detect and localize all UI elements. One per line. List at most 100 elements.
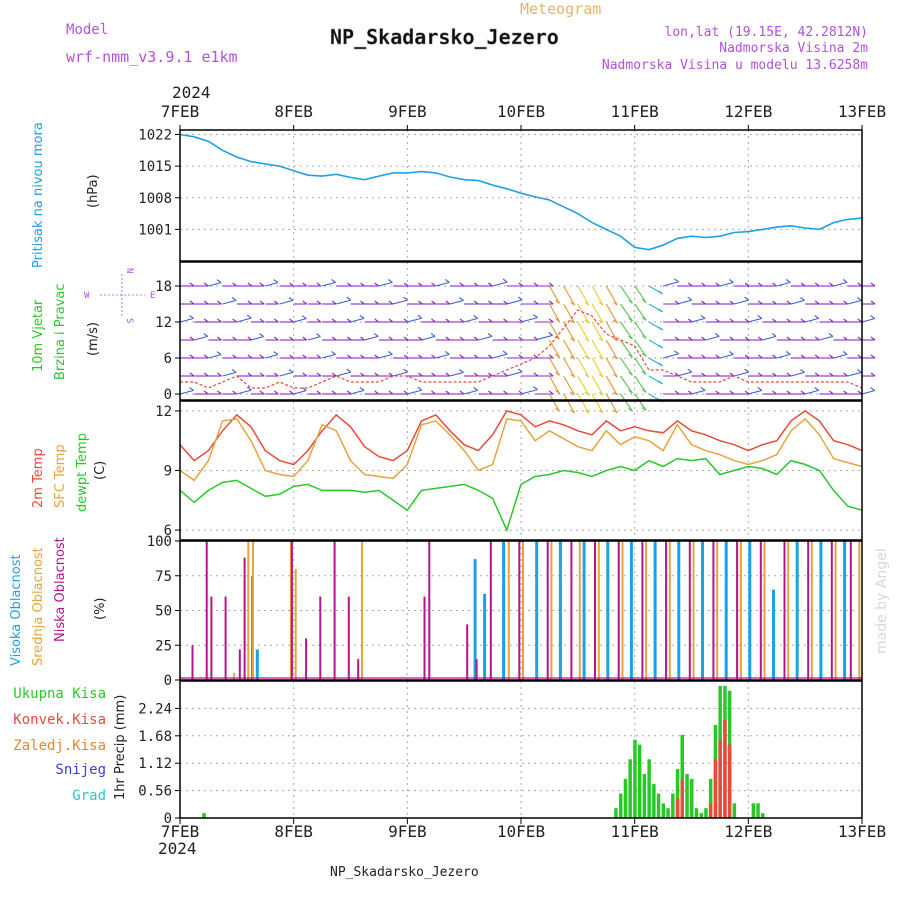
wind-arrow <box>719 281 734 287</box>
wind-arrow <box>591 285 604 306</box>
wind-arrow-head <box>772 354 777 359</box>
mid_cloud-bar <box>361 541 363 680</box>
wind-label-2: Brzina i Pravac <box>53 283 68 380</box>
wind-arrow <box>620 321 633 340</box>
wind-arrow <box>677 299 692 305</box>
wind-arrow-head <box>259 300 265 305</box>
wind-arrow-head <box>301 387 307 392</box>
y-tick-label: 12 <box>155 315 172 331</box>
wind-arrow-head <box>729 336 735 341</box>
wind-arrow-head <box>829 282 834 287</box>
low_cloud-bar <box>319 596 322 680</box>
pressure-axis-label: Pritisak na nivou mora <box>31 122 46 268</box>
wind-arrow <box>733 371 749 377</box>
mid_cloud-bar <box>692 541 695 680</box>
wind-arrow-head <box>231 296 237 301</box>
wind-arrow-head <box>584 355 590 360</box>
wind-arrow-head <box>488 282 493 287</box>
wind-arrow-head <box>612 319 618 324</box>
wind-arrow <box>222 299 237 305</box>
wind-arrow-head <box>360 300 365 305</box>
high_cloud-bar <box>483 593 487 680</box>
wind-arrow-head <box>687 296 693 301</box>
wind-arrow-head <box>445 300 451 305</box>
wind-arrow-head <box>870 372 876 377</box>
total_precip-bar <box>202 813 206 818</box>
wind-arrow-head <box>403 368 408 373</box>
wind-arrow <box>563 393 576 414</box>
wind-arrow <box>279 299 294 305</box>
y-tick-label: 6 <box>164 351 172 367</box>
wind-arrow-head <box>459 390 465 395</box>
total_precip-bar <box>685 774 689 818</box>
temperature-panel: 6 9 12 <box>155 400 863 541</box>
wind-arrow-head <box>259 354 265 359</box>
wind-arrow-head <box>431 318 436 323</box>
wind-arrow-head <box>857 354 863 359</box>
mid_cloud-bar <box>858 541 861 680</box>
wind-arrow-head <box>612 373 618 378</box>
wind-arrow-head <box>772 318 777 323</box>
wind-arrow-head <box>771 332 777 337</box>
wind-arrow <box>634 375 647 393</box>
wind-arrow-head <box>302 372 308 377</box>
wind-arrow-head <box>570 319 575 324</box>
wind-arrow-head <box>289 336 294 341</box>
low_cloud-bar <box>849 541 852 680</box>
wind-arrow-head <box>216 279 222 284</box>
top-date-tick: 11FEB <box>611 102 659 121</box>
wind-arrow-head <box>814 386 820 391</box>
wind-arrow-head <box>701 354 706 359</box>
total_precip-bar <box>652 783 656 819</box>
wind-arrow-head <box>658 344 664 349</box>
wind-arrow-head <box>289 390 294 395</box>
wind-arrow <box>563 321 576 342</box>
wind-arrow-head <box>612 337 618 342</box>
wind-arrow-head <box>570 373 575 378</box>
wind-arrow <box>691 389 706 395</box>
wind-arrow-head <box>273 351 279 356</box>
wind-arrow-head <box>843 390 848 395</box>
wind-arrow-head <box>316 282 322 287</box>
wind-arrow-head <box>641 334 647 339</box>
wind-arrow-head <box>459 318 465 323</box>
wind-arrow-head <box>757 386 763 391</box>
wind-arrow <box>591 375 604 396</box>
mid_cloud-bar <box>578 541 581 680</box>
wind-arrow-head <box>388 372 394 377</box>
wind-arrow-head <box>701 282 706 287</box>
wind-arrow-head <box>786 372 792 377</box>
low_cloud-bar <box>594 541 596 680</box>
wind-arrow-head <box>857 318 863 323</box>
total_precip-bar <box>756 803 760 818</box>
wind-arrow-head <box>289 318 294 323</box>
wind-arrow-head <box>216 351 222 356</box>
wind-arrow-head <box>555 371 560 376</box>
wind-arrow-head <box>388 318 394 323</box>
y-tick-label: 6 <box>164 523 172 539</box>
wind-arrow-head <box>548 318 554 323</box>
wind-arrow <box>691 317 706 323</box>
wind-arrow-head <box>870 315 875 320</box>
conv_precip-bar <box>708 803 713 818</box>
mid_cloud-bar <box>716 541 719 680</box>
wind-arrow-head <box>232 336 237 341</box>
wind-arrow-head <box>715 390 721 395</box>
footer-station: NP_Skadarsko_Jezero <box>330 865 479 880</box>
wind-arrow-head <box>715 282 721 287</box>
wind-arrow <box>222 371 237 377</box>
wind-arrow <box>776 281 791 287</box>
high_cloud-bar <box>724 541 728 680</box>
wind-arrow-head <box>772 282 777 287</box>
wind-arrow <box>805 317 819 323</box>
wind-arrow-head <box>674 350 679 355</box>
pressure-panel: 1001 1008 1015 1022 <box>138 128 863 262</box>
wind-arrow <box>733 299 749 305</box>
compass-e: E <box>150 291 155 301</box>
total_precip-bar <box>656 793 661 818</box>
wind-arrow-head <box>800 282 806 287</box>
wind-arrow-head <box>259 372 265 377</box>
wind-arrow <box>819 335 834 341</box>
low_cloud-bar <box>224 596 227 680</box>
wind-arrow-head <box>744 368 749 373</box>
